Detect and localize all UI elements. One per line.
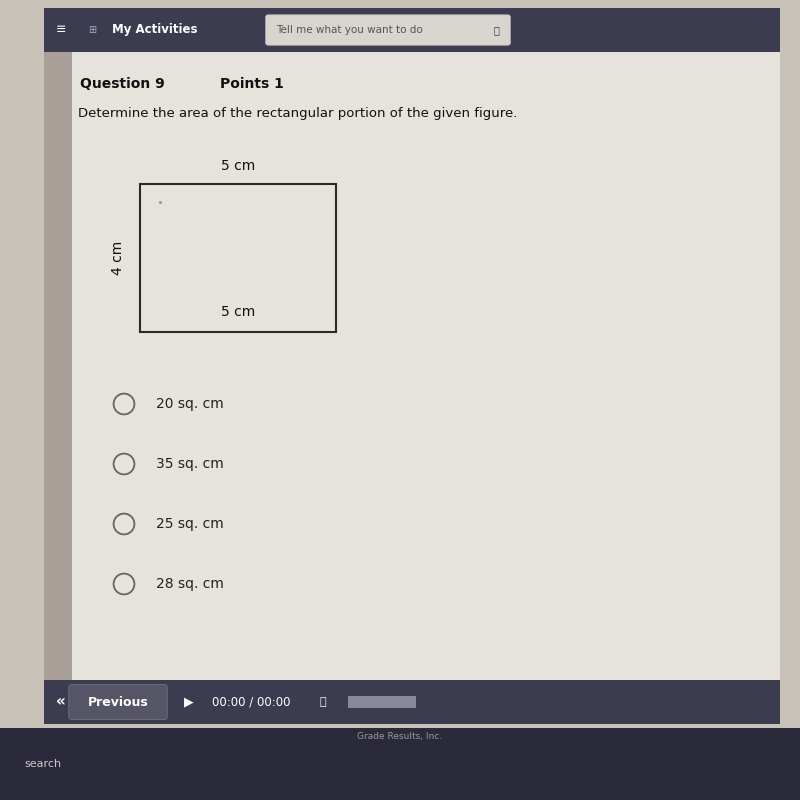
Text: My Activities: My Activities (112, 23, 198, 37)
Text: Tell me what you want to do: Tell me what you want to do (276, 25, 422, 35)
Text: 35 sq. cm: 35 sq. cm (156, 457, 224, 471)
Text: 25 sq. cm: 25 sq. cm (156, 517, 224, 531)
Text: 4 cm: 4 cm (110, 241, 125, 275)
Text: Grade Results, Inc.: Grade Results, Inc. (358, 732, 442, 742)
Text: «: « (56, 694, 66, 710)
Text: Determine the area of the rectangular portion of the given figure.: Determine the area of the rectangular po… (78, 107, 517, 120)
Text: 5 cm: 5 cm (221, 305, 255, 319)
Text: 00:00 / 00:00: 00:00 / 00:00 (212, 695, 290, 709)
Bar (140, 184, 336, 332)
Text: 5 cm: 5 cm (221, 159, 255, 174)
Text: 🔍: 🔍 (493, 25, 499, 35)
FancyBboxPatch shape (69, 685, 167, 720)
Text: 20 sq. cm: 20 sq. cm (156, 397, 224, 411)
Text: ≡: ≡ (56, 23, 66, 37)
Text: Previous: Previous (88, 695, 148, 709)
FancyBboxPatch shape (266, 14, 510, 45)
Bar (44, 52, 780, 724)
Text: Points 1: Points 1 (220, 77, 284, 91)
Text: 28 sq. cm: 28 sq. cm (156, 577, 224, 591)
Bar (44, 52, 72, 724)
Text: ▶: ▶ (184, 695, 194, 709)
Bar (348, 695, 416, 709)
Bar (44, 8, 780, 52)
Text: search: search (24, 759, 61, 769)
Text: Question 9: Question 9 (80, 77, 165, 91)
Bar (44, 680, 780, 724)
Bar (0, 728, 800, 800)
Text: ⊞: ⊞ (88, 25, 96, 35)
Text: 🔊: 🔊 (320, 697, 326, 707)
